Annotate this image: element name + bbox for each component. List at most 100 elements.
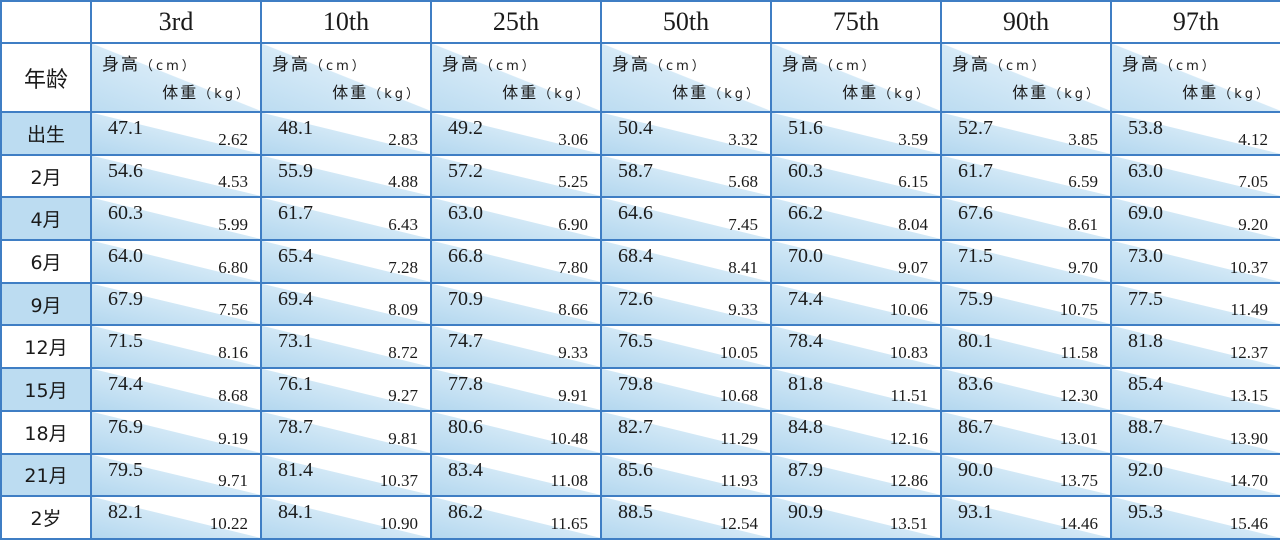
weight-unit-label: 体重（kg） — [502, 79, 592, 103]
weight-value: 2.83 — [388, 129, 418, 149]
unit-header-row: 年龄 身高（cm） 体重（kg） 身高（cm） 体重（kg） 身高（cm） 体重（kg）身… — [0, 42, 1280, 113]
weight-value: 13.15 — [1229, 385, 1268, 405]
weight-value: 9.33 — [558, 343, 588, 363]
weight-value: 7.45 — [728, 215, 758, 235]
age-cell: 9月 — [0, 281, 92, 327]
weight-value: 6.43 — [388, 215, 418, 235]
height-value: 90.9 — [788, 501, 823, 524]
weight-value: 6.90 — [558, 215, 588, 235]
data-cell: 84.8 12.16 — [770, 409, 942, 455]
table-row: 2岁 82.1 10.22 84.1 10.90 86.2 11.65 88.5 12.54 90… — [0, 495, 1280, 540]
weight-value: 4.53 — [218, 172, 248, 192]
data-cell: 57.2 5.25 — [430, 153, 602, 199]
weight-value: 6.15 — [898, 172, 928, 192]
height-unit-label: 身高（cm） — [272, 50, 368, 75]
weight-unit-label: 体重（kg） — [332, 79, 422, 103]
age-cell: 2月 — [0, 153, 92, 199]
height-value: 75.9 — [958, 287, 993, 310]
data-cell: 92.0 14.70 — [1110, 452, 1280, 498]
height-value: 51.6 — [788, 117, 823, 139]
weight-value: 5.25 — [558, 172, 588, 192]
weight-value: 12.54 — [719, 513, 758, 533]
percentile-header-row: 3rd 10th 25th 50th 75th 90th 97th — [0, 0, 1280, 44]
weight-value: 8.72 — [388, 343, 418, 363]
weight-unit-label: 体重（kg） — [1012, 79, 1102, 103]
table-row: 9月 67.9 7.56 69.4 8.09 70.9 8.66 72.6 9.33 74.4 10… — [0, 281, 1280, 327]
height-value: 63.0 — [448, 202, 483, 225]
weight-value: 10.05 — [719, 343, 758, 363]
data-cell: 78.4 10.83 — [770, 324, 942, 370]
data-cell: 73.0 10.37 — [1110, 239, 1280, 284]
weight-value: 2.62 — [218, 129, 248, 149]
percentile-header-10th: 10th — [260, 0, 432, 44]
height-value: 79.5 — [108, 458, 143, 481]
table-row: 2月 54.6 4.53 55.9 4.88 57.2 5.25 58.7 5.68 60.3 6.… — [0, 153, 1280, 199]
weight-value: 10.06 — [889, 300, 928, 320]
weight-value: 9.71 — [218, 471, 248, 491]
data-cell: 66.2 8.04 — [770, 196, 942, 242]
weight-value: 10.48 — [549, 428, 588, 448]
height-value: 74.4 — [788, 287, 823, 310]
table-row: 21月 79.5 9.71 81.4 10.37 83.4 11.08 85.6 11.93 87… — [0, 452, 1280, 498]
weight-value: 10.75 — [1059, 300, 1098, 320]
height-value: 80.1 — [958, 330, 993, 353]
height-value: 85.4 — [1128, 373, 1163, 396]
weight-value: 10.90 — [379, 513, 418, 533]
weight-value: 11.49 — [1230, 300, 1268, 320]
data-cell: 60.3 6.15 — [770, 153, 942, 199]
height-label-text: 身高 — [612, 55, 650, 75]
data-cell: 80.1 11.58 — [940, 324, 1112, 370]
data-cell: 82.7 11.29 — [600, 409, 772, 455]
weight-value: 12.37 — [1229, 343, 1268, 363]
height-value: 49.2 — [448, 117, 483, 139]
height-value: 60.3 — [788, 159, 823, 182]
weight-value: 7.28 — [388, 257, 418, 277]
height-value: 86.7 — [958, 415, 993, 438]
data-cell: 77.5 11.49 — [1110, 281, 1280, 327]
data-cell: 84.1 10.90 — [260, 495, 432, 540]
height-value: 83.6 — [958, 373, 993, 396]
weight-value: 11.93 — [720, 471, 758, 491]
data-cell: 85.6 11.93 — [600, 452, 772, 498]
data-cell: 76.5 10.05 — [600, 324, 772, 370]
height-value: 84.1 — [278, 501, 313, 524]
height-value: 58.7 — [618, 159, 653, 182]
height-label-text: 身高 — [102, 55, 140, 75]
weight-label-text: 体重 — [842, 83, 879, 102]
height-value: 90.0 — [958, 458, 993, 481]
height-unit-text: （cm） — [990, 59, 1048, 74]
unit-header-cell-90th: 身高（cm） 体重（kg） — [940, 42, 1112, 113]
data-cell: 82.1 10.22 — [90, 495, 262, 540]
percentile-header-3rd: 3rd — [90, 0, 262, 44]
weight-value: 6.80 — [218, 257, 248, 277]
height-value: 57.2 — [448, 159, 483, 182]
height-value: 66.8 — [448, 245, 483, 268]
height-unit-label: 身高（cm） — [612, 50, 708, 75]
height-value: 81.4 — [278, 458, 313, 481]
weight-value: 11.08 — [550, 471, 588, 491]
percentile-header-90th: 90th — [940, 0, 1112, 44]
height-value: 47.1 — [108, 117, 143, 139]
height-value: 69.0 — [1128, 202, 1163, 225]
weight-value: 3.32 — [728, 129, 758, 149]
height-value: 76.5 — [618, 330, 653, 353]
height-unit-label: 身高（cm） — [442, 50, 538, 75]
weight-unit-text: （kg） — [538, 87, 592, 102]
data-cell: 61.7 6.43 — [260, 196, 432, 242]
weight-value: 7.80 — [558, 257, 588, 277]
height-value: 93.1 — [958, 501, 993, 524]
data-cell: 70.9 8.66 — [430, 281, 602, 327]
data-cell: 63.0 6.90 — [430, 196, 602, 242]
weight-unit-text: （kg） — [368, 87, 422, 102]
weight-value: 9.07 — [898, 257, 928, 277]
height-value: 88.7 — [1128, 415, 1163, 438]
weight-value: 15.46 — [1229, 513, 1268, 533]
weight-label-text: 体重 — [1012, 83, 1049, 102]
height-unit-text: （cm） — [140, 59, 198, 74]
weight-value: 5.99 — [218, 215, 248, 235]
weight-value: 10.22 — [209, 513, 248, 533]
table-row: 6月 64.0 6.80 65.4 7.28 66.8 7.80 68.4 8.41 70.0 9.… — [0, 239, 1280, 284]
height-value: 76.1 — [278, 373, 313, 396]
data-cell: 65.4 7.28 — [260, 239, 432, 284]
data-cell: 61.7 6.59 — [940, 153, 1112, 199]
